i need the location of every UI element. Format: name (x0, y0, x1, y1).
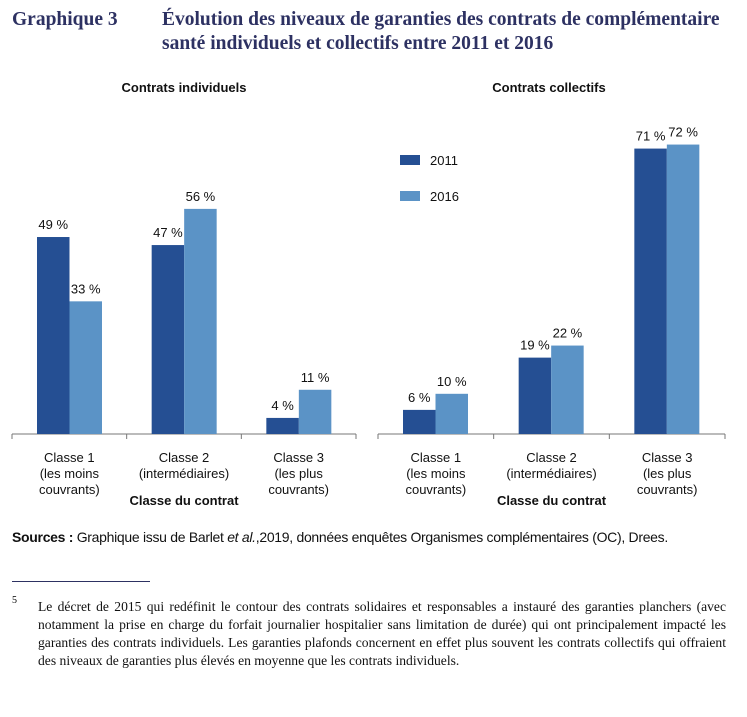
category-label: Classe 3 (273, 450, 324, 465)
bar-2011 (634, 148, 667, 434)
data-label: 72 % (668, 125, 698, 140)
chart-title: Contrats individuels (122, 80, 247, 95)
sources-label: Sources : (12, 529, 74, 545)
data-label: 6 % (408, 390, 431, 405)
bar-2016 (666, 144, 700, 434)
category-label: couvrants) (39, 482, 100, 497)
sources-text-end: ,2019, données enquêtes Organismes compl… (255, 529, 669, 545)
category-label: (intermédiaires) (139, 466, 229, 481)
bar-2011 (403, 409, 436, 434)
category-label: Classe 1 (44, 450, 95, 465)
data-label: 71 % (636, 129, 666, 144)
bar-2016 (298, 389, 332, 434)
footnote-divider (12, 581, 150, 582)
data-label: 4 % (271, 398, 294, 413)
bar-2016 (435, 393, 468, 434)
legend-label-2016: 2016 (430, 189, 459, 204)
footnote-number: 5 (12, 595, 17, 606)
legend-swatch-2011 (400, 155, 420, 165)
data-label: 47 % (153, 225, 183, 240)
data-label: 11 % (301, 370, 330, 385)
category-label: couvrants) (405, 482, 466, 497)
data-label: 10 % (437, 374, 467, 389)
figure-number: Graphique 3 (12, 9, 118, 30)
title-line-2: santé individuels et collectifs entre 20… (162, 33, 554, 54)
sources-text: Graphique issu de Barlet (73, 529, 228, 545)
category-label: Classe 2 (159, 450, 210, 465)
category-label: Classe 3 (642, 450, 693, 465)
bar-2016 (551, 345, 584, 434)
data-label: 33 % (71, 281, 101, 296)
category-label: Classe 2 (526, 450, 577, 465)
category-label: couvrants) (268, 482, 329, 497)
category-label: (les plus (274, 466, 323, 481)
category-label: couvrants) (637, 482, 698, 497)
bar-2016 (69, 301, 102, 434)
bar-2011 (151, 245, 185, 434)
category-label: (intermédiaires) (506, 466, 596, 481)
category-label: Classe 1 (411, 450, 462, 465)
sources-etal: et al. (227, 529, 256, 545)
category-label: (les moins (406, 466, 466, 481)
legend-swatch-2016 (400, 191, 420, 201)
footnote-text: Le décret de 2015 qui redéfinit le conto… (38, 599, 726, 668)
title-line-1: Évolution des niveaux de garanties des c… (162, 9, 720, 30)
bar-2011 (266, 417, 299, 434)
legend-label-2011: 2011 (430, 153, 458, 168)
bar-2011 (518, 357, 552, 434)
category-label: (les moins (40, 466, 100, 481)
chart-title: Contrats collectifs (492, 80, 605, 95)
data-label: 56 % (186, 189, 216, 204)
x-axis-title: Classe du contrat (129, 493, 239, 508)
x-axis-title: Classe du contrat (497, 493, 607, 508)
data-label: 49 % (38, 217, 68, 232)
bar-2016 (184, 208, 217, 434)
bar-2011 (37, 237, 70, 434)
data-label: 22 % (553, 326, 583, 341)
data-label: 19 % (520, 338, 550, 353)
category-label: (les plus (643, 466, 692, 481)
sources-note: Sources : Graphique issu de Barlet et al… (12, 529, 668, 545)
